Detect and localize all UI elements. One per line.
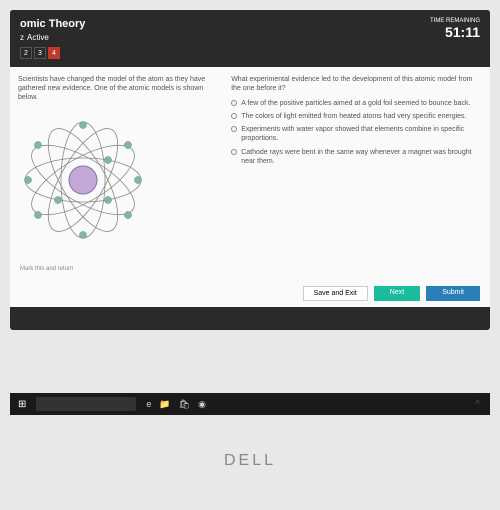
option-3[interactable]: Cathode rays were bent in the same way w… (231, 148, 482, 166)
quiz-window: omic Theory z Active 234 TIME REMAINING … (10, 10, 490, 330)
quiz-header: omic Theory z Active 234 TIME REMAINING … (10, 10, 490, 67)
radio-icon[interactable] (231, 100, 237, 106)
question-nav: 234 (20, 47, 85, 59)
question-num-2[interactable]: 2 (20, 47, 32, 59)
chrome-icon[interactable]: ◉ (198, 399, 206, 410)
option-text: A few of the positive particles aimed at… (241, 99, 470, 108)
store-icon[interactable]: 🛍 (179, 399, 190, 410)
option-text: The colors of light emitted from heated … (241, 112, 466, 121)
taskbar-icons: e 📁 🛍 ◉ (146, 399, 206, 410)
folder-icon[interactable]: 📁 (159, 399, 170, 410)
time-remaining: 51:11 (430, 24, 480, 40)
header-left: omic Theory z Active 234 (20, 18, 85, 59)
button-row: Save and Exit Next Submit (303, 286, 480, 301)
question-text: What experimental evidence led to the de… (231, 75, 482, 93)
tray-caret-icon[interactable]: ^ (475, 399, 480, 410)
option-text: Experiments with water vapor showed that… (241, 125, 482, 143)
option-text: Cathode rays were bent in the same way w… (241, 148, 482, 166)
prompt-text: Scientists have changed the model of the… (18, 75, 223, 102)
next-button[interactable]: Next (374, 286, 420, 301)
start-icon[interactable]: ⊞ (18, 399, 26, 410)
quiz-content: Scientists have changed the model of the… (10, 67, 490, 307)
option-0[interactable]: A few of the positive particles aimed at… (231, 99, 482, 108)
dell-logo: DELL (224, 452, 276, 470)
options-list: A few of the positive particles aimed at… (231, 99, 482, 166)
atom-diagram (18, 115, 148, 245)
status-prefix: z (20, 33, 24, 42)
question-num-4[interactable]: 4 (48, 47, 60, 59)
edge-icon[interactable]: e (146, 399, 151, 410)
option-2[interactable]: Experiments with water vapor showed that… (231, 125, 482, 143)
question-num-3[interactable]: 3 (34, 47, 46, 59)
quiz-title: omic Theory (20, 18, 85, 30)
quiz-status: z Active (20, 33, 85, 42)
status-text: Active (27, 33, 49, 42)
taskbar-search[interactable] (36, 397, 136, 411)
right-panel: What experimental evidence led to the de… (231, 75, 482, 299)
windows-taskbar[interactable]: ⊞ e 📁 🛍 ◉ (10, 393, 490, 415)
option-1[interactable]: The colors of light emitted from heated … (231, 112, 482, 121)
submit-button[interactable]: Submit (426, 286, 480, 301)
mark-return-link[interactable]: Mark this and return (20, 266, 73, 272)
radio-icon[interactable] (231, 113, 237, 119)
radio-icon[interactable] (231, 126, 237, 132)
header-right: TIME REMAINING 51:11 (430, 18, 480, 40)
save-exit-button[interactable]: Save and Exit (303, 286, 368, 301)
radio-icon[interactable] (231, 149, 237, 155)
